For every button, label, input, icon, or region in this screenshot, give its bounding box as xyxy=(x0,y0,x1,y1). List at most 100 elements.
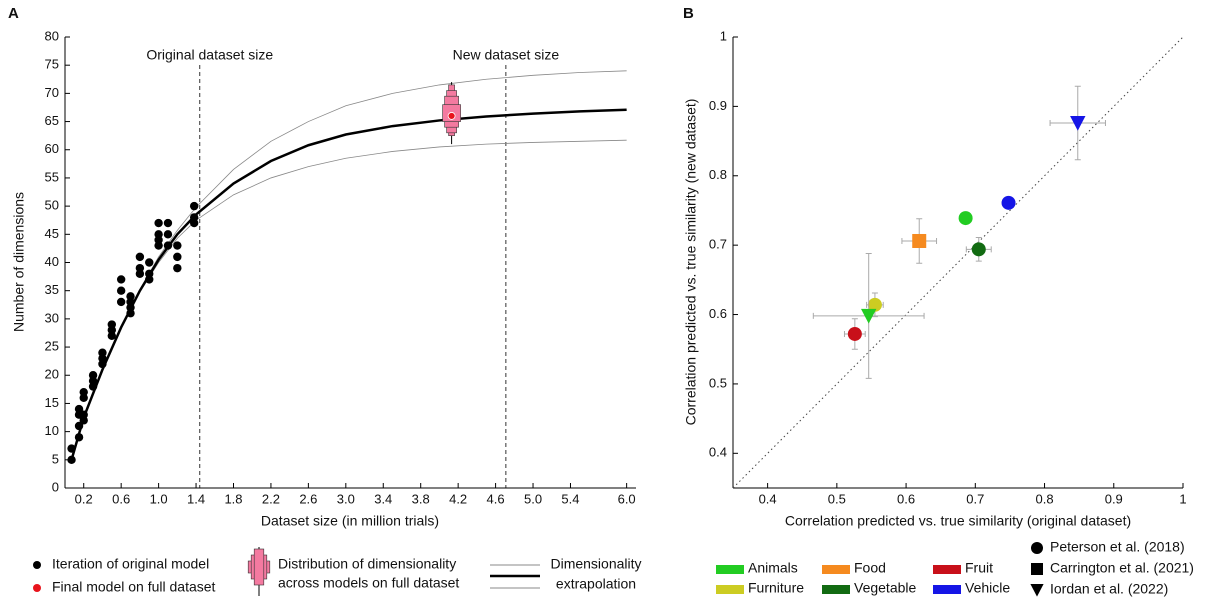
x-tick-label: 3.8 xyxy=(412,491,430,506)
y-tick-label: 0.5 xyxy=(709,375,727,390)
y-tick-label: 35 xyxy=(45,282,59,297)
x-tick-label: 3.4 xyxy=(374,491,392,506)
data-point xyxy=(847,326,862,341)
y-tick-label: 1 xyxy=(720,28,727,43)
legend-label: Food xyxy=(854,560,886,576)
panel-label: B xyxy=(683,5,694,22)
legend-label: Peterson et al. (2018) xyxy=(1050,539,1185,555)
legend-marker xyxy=(33,584,41,592)
data-point xyxy=(189,213,199,222)
legend-label: Carrington et al. (2021) xyxy=(1050,560,1194,576)
x-tick-label: 0.5 xyxy=(828,491,846,506)
x-tick-label: 1 xyxy=(1179,491,1186,506)
x-tick-label: 5.0 xyxy=(524,491,542,506)
x-tick-label: 1.8 xyxy=(224,491,242,506)
legend-swatch xyxy=(822,565,850,574)
x-tick-label: 3.0 xyxy=(337,491,355,506)
y-tick-label: 0.6 xyxy=(709,306,727,321)
y-tick-label: 20 xyxy=(45,367,59,382)
y-tick-label: 0.7 xyxy=(709,237,727,252)
data-point xyxy=(135,263,145,273)
legend-label: Animals xyxy=(748,560,798,576)
y-tick-label: 60 xyxy=(45,141,59,156)
data-point xyxy=(79,410,88,419)
x-axis-title: Correlation predicted vs. true similarit… xyxy=(785,513,1131,529)
annotation: Original dataset size xyxy=(146,47,273,63)
data-point xyxy=(145,269,154,278)
data-point xyxy=(135,252,145,262)
data-point xyxy=(154,218,163,228)
data-point xyxy=(126,292,135,301)
legend-label: Vegetable xyxy=(854,580,916,596)
data-point xyxy=(74,433,84,442)
legend-swatch xyxy=(822,585,850,594)
data-point xyxy=(116,275,126,284)
data-point xyxy=(860,308,877,324)
y-tick-label: 0 xyxy=(52,479,59,494)
x-tick-label: 0.8 xyxy=(1035,491,1053,506)
y-tick-label: 65 xyxy=(45,113,59,128)
x-tick-label: 0.6 xyxy=(897,491,915,506)
x-tick-label: 0.9 xyxy=(1105,491,1123,506)
data-point xyxy=(163,230,173,239)
legend-swatch xyxy=(716,565,744,574)
annotation: New dataset size xyxy=(453,47,560,63)
x-tick-label: 1.0 xyxy=(150,491,168,506)
y-axis-title: Correlation predicted vs. true similarit… xyxy=(683,99,699,426)
data-point xyxy=(154,230,163,239)
data-point xyxy=(116,297,126,307)
legend-label: Iteration of original model xyxy=(52,556,209,572)
x-tick-label: 2.2 xyxy=(262,491,280,506)
y-tick-label: 0.4 xyxy=(709,445,727,460)
legend-marker xyxy=(1031,542,1043,554)
y-tick-label: 45 xyxy=(45,226,59,241)
y-tick-label: 15 xyxy=(45,395,59,410)
legend-label: Distribution of dimensionality xyxy=(278,556,456,572)
data-point xyxy=(1001,195,1016,210)
legend-swatch xyxy=(933,585,961,594)
x-tick-label: 1.4 xyxy=(187,491,205,506)
data-point xyxy=(107,320,117,329)
legend-label: Iordan et al. (2022) xyxy=(1050,581,1168,597)
data-point xyxy=(163,218,173,228)
data-point xyxy=(958,211,973,226)
y-tick-label: 50 xyxy=(45,198,59,213)
y-tick-label: 30 xyxy=(45,310,59,325)
y-tick-label: 40 xyxy=(45,254,59,269)
legend-label: Vehicle xyxy=(965,580,1010,596)
data-point xyxy=(971,242,986,257)
data-point xyxy=(67,444,76,453)
data-point xyxy=(79,387,88,397)
x-tick-label: 5.4 xyxy=(561,491,579,506)
data-point xyxy=(74,404,84,414)
y-tick-label: 25 xyxy=(45,339,59,354)
x-tick-label: 0.2 xyxy=(75,491,93,506)
data-point xyxy=(173,252,182,262)
legend-label: extrapolation xyxy=(556,576,636,592)
data-point xyxy=(163,241,173,250)
legend-label: Dimensionality xyxy=(550,556,641,572)
x-tick-label: 0.6 xyxy=(112,491,130,506)
data-point xyxy=(67,455,76,465)
legend-marker xyxy=(253,548,265,586)
data-point xyxy=(1070,116,1086,131)
y-tick-label: 10 xyxy=(45,423,59,438)
legend-marker xyxy=(33,561,41,569)
data-point xyxy=(912,233,927,248)
x-tick-label: 0.7 xyxy=(966,491,984,506)
x-tick-label: 4.2 xyxy=(449,491,467,506)
legend-marker xyxy=(1031,563,1043,575)
legend-label: Fruit xyxy=(965,560,993,576)
x-tick-label: 6.0 xyxy=(618,491,636,506)
data-point xyxy=(116,286,126,295)
final-point xyxy=(447,112,456,120)
legend-marker xyxy=(1030,584,1044,597)
y-tick-label: 0.8 xyxy=(709,167,727,182)
legend-label: Final model on full dataset xyxy=(52,579,216,595)
y-tick-label: 0.9 xyxy=(709,98,727,113)
legend-label: Furniture xyxy=(748,580,804,596)
x-tick-label: 4.6 xyxy=(487,491,505,506)
data-point xyxy=(867,297,882,312)
legend-swatch xyxy=(933,565,961,574)
